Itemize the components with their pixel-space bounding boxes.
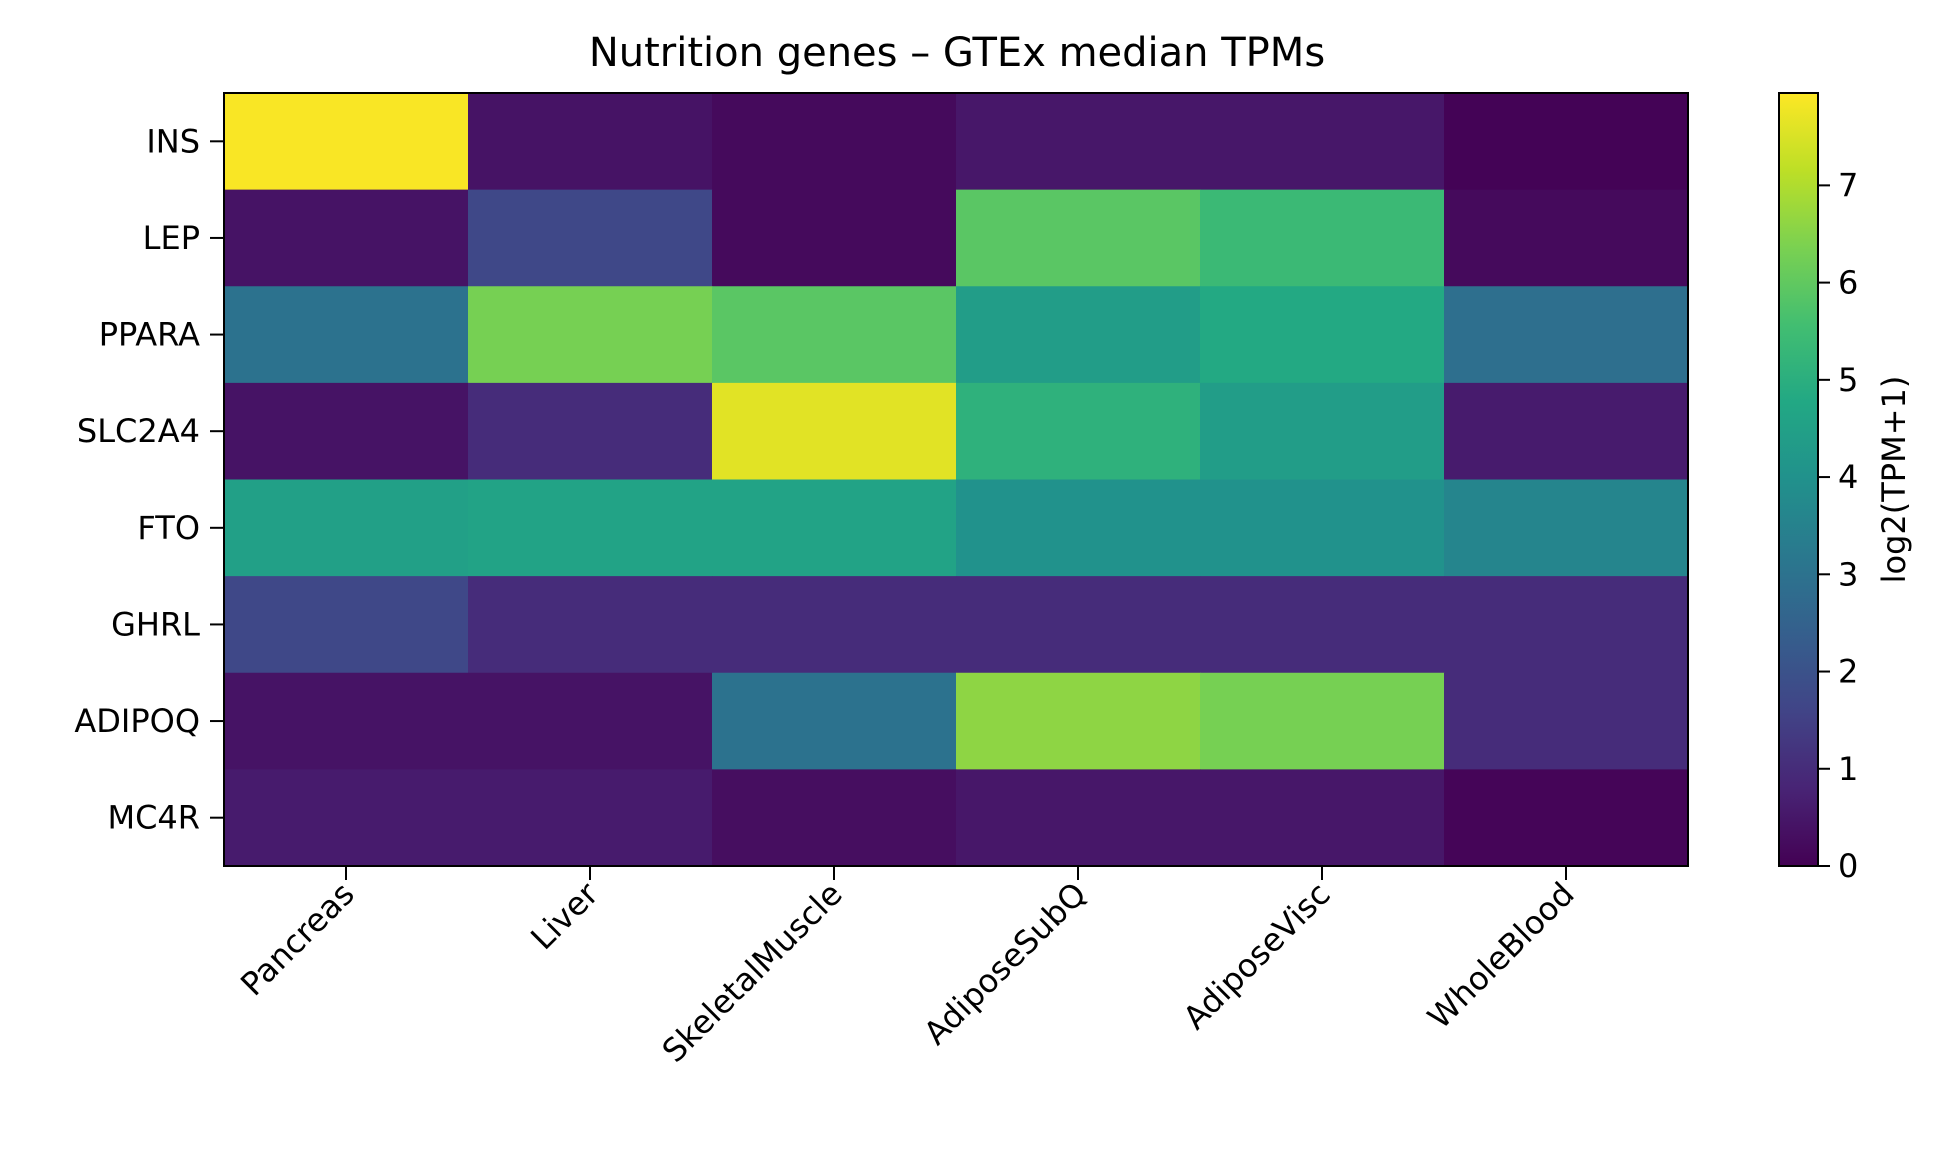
heatmap-cell (1200, 286, 1445, 384)
heatmap-cell (1444, 576, 1689, 674)
heatmap-cell (956, 382, 1201, 480)
x-tick-label: WholeBlood (1420, 875, 1581, 1036)
heatmap-cell (224, 576, 469, 674)
heatmap-cells (224, 93, 1689, 867)
heatmap-cell (956, 576, 1201, 674)
heatmap-cell (1444, 189, 1689, 287)
heatmap-cell (1444, 286, 1689, 384)
x-tick-label: AdiposeVisc (1176, 875, 1338, 1037)
colorbar-tick-label: 0 (1838, 847, 1858, 885)
heatmap-cell (468, 286, 713, 384)
heatmap-cell (1200, 479, 1445, 577)
y-tick-label: LEP (143, 219, 200, 257)
heatmap-cell (712, 769, 957, 867)
heatmap-cell (956, 479, 1201, 577)
heatmap-cell (1444, 93, 1689, 191)
colorbar-tick-label: 6 (1838, 264, 1858, 302)
heatmap-cell (956, 93, 1201, 191)
heatmap-cell (224, 382, 469, 480)
heatmap-cell (1444, 672, 1689, 770)
x-tick-label: SkeletalMuscle (655, 875, 850, 1070)
heatmap-cell (712, 286, 957, 384)
y-tick-label: GHRL (111, 605, 200, 643)
heatmap-cell (224, 189, 469, 287)
heatmap-cell (712, 189, 957, 287)
heatmap-cell (224, 672, 469, 770)
x-tick-label: AdiposeSubQ (916, 875, 1093, 1052)
y-tick-label: SLC2A4 (77, 412, 200, 450)
colorbar: 0 1 2 3 4 5 6 7 log2(TPM+1) (1778, 92, 1913, 885)
heatmap-cell (956, 672, 1201, 770)
heatmap-cell (468, 479, 713, 577)
chart-title: Nutrition genes – GTEx median TPMs (589, 30, 1325, 76)
y-axis: INS LEP PPARA SLC2A4 FTO GHRL ADIPOQ MC4R (74, 122, 224, 837)
heatmap-cell (1444, 382, 1689, 480)
heatmap-cell (224, 93, 469, 191)
heatmap-cell (956, 189, 1201, 287)
heatmap-cell (224, 769, 469, 867)
x-tick-label: Liver (523, 874, 606, 957)
colorbar-tick-label: 3 (1838, 555, 1858, 593)
colorbar-label: log2(TPM+1) (1875, 376, 1913, 584)
heatmap-cell (1200, 672, 1445, 770)
heatmap-cell (468, 769, 713, 867)
colorbar-tick-label: 7 (1838, 166, 1858, 204)
colorbar-gradient (1778, 92, 1819, 867)
heatmap-cell (468, 672, 713, 770)
heatmap-cell (468, 93, 713, 191)
heatmap-cell (956, 769, 1201, 867)
colorbar-tick-label: 2 (1838, 653, 1858, 691)
heatmap-cell (1200, 382, 1445, 480)
heatmap-cell (1200, 576, 1445, 674)
heatmap-cell (468, 576, 713, 674)
y-tick-label: ADIPOQ (74, 702, 200, 740)
y-tick-label: MC4R (107, 799, 200, 837)
heatmap-cell (1200, 769, 1445, 867)
colorbar-tick-label: 5 (1838, 361, 1858, 399)
y-tick-label: INS (146, 122, 200, 160)
heatmap-cell (1444, 769, 1689, 867)
colorbar-tick-label: 4 (1838, 458, 1858, 496)
heatmap-cell (1200, 189, 1445, 287)
x-tick-label: Pancreas (233, 875, 362, 1004)
heatmap-cell (712, 672, 957, 770)
colorbar-tick-label: 1 (1838, 750, 1858, 788)
heatmap-cell (468, 382, 713, 480)
y-tick-label: FTO (137, 509, 200, 547)
heatmap-cell (712, 479, 957, 577)
heatmap-cell (956, 286, 1201, 384)
heatmap-cell (712, 93, 957, 191)
heatmap-cell (712, 382, 957, 480)
heatmap-cell (712, 576, 957, 674)
heatmap-cell (468, 189, 713, 287)
heatmap-cell (1444, 479, 1689, 577)
heatmap-cell (224, 286, 469, 384)
plot-frame (223, 92, 1689, 867)
x-axis: Pancreas Liver SkeletalMuscle AdiposeSubQ Ad… (233, 866, 1582, 1070)
heatmap-cell (224, 479, 469, 577)
heatmap-cell (1200, 93, 1445, 191)
y-tick-label: PPARA (99, 316, 200, 354)
